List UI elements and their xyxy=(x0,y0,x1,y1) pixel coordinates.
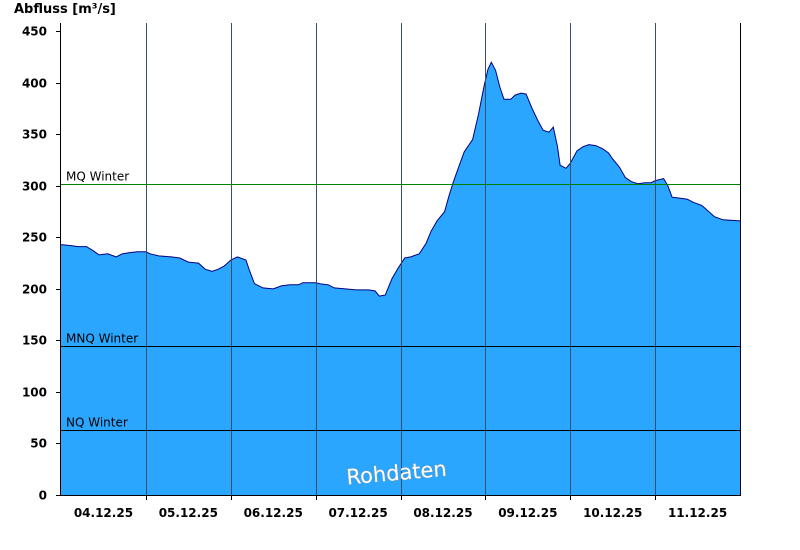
reference-line-label: NQ Winter xyxy=(66,416,128,430)
y-tick-label: 200 xyxy=(22,283,47,297)
x-tick-label: 09.12.25 xyxy=(498,506,557,520)
x-tick-label: 07.12.25 xyxy=(328,506,387,520)
reference-line-label: MNQ Winter xyxy=(66,332,138,346)
y-tick-label: 250 xyxy=(22,231,47,245)
y-tick-label: 150 xyxy=(22,334,47,348)
y-tick-label: 300 xyxy=(22,180,47,194)
reference-lines-layer: MQ Winter MNQ Winter NQ Winter xyxy=(61,170,740,431)
x-tick-label: 05.12.25 xyxy=(159,506,218,520)
x-tick-label: 08.12.25 xyxy=(413,506,472,520)
x-tick-label: 11.12.25 xyxy=(668,506,727,520)
y-tick-label: 400 xyxy=(22,77,47,91)
y-axis-label: Abfluss [m³/s] xyxy=(14,2,116,17)
x-tick-label: 06.12.25 xyxy=(244,506,303,520)
x-tick-label: 04.12.25 xyxy=(74,506,133,520)
y-tick-label: 50 xyxy=(30,437,47,451)
axes-layer: 0 50 100 150 200 250 300 350 400 450 04.12.25 05.12… xyxy=(22,23,741,520)
y-tick-label: 450 xyxy=(22,25,47,39)
y-tick-label: 350 xyxy=(22,128,47,142)
grid-layer xyxy=(146,23,656,495)
reference-line-label: MQ Winter xyxy=(66,170,129,184)
discharge-line-0 xyxy=(60,61,741,297)
y-tick-label: 100 xyxy=(22,386,47,400)
x-tick-label: 10.12.25 xyxy=(583,506,642,520)
y-tick-label: 0 xyxy=(39,489,47,503)
